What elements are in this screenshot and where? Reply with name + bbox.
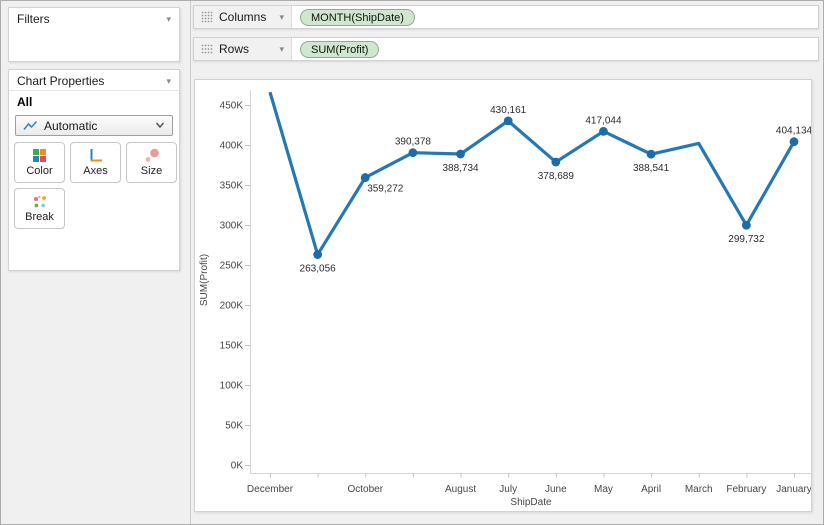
- data-point-label: 378,689: [538, 171, 575, 182]
- scope-label: All: [9, 90, 179, 112]
- chart-properties-title: Chart Properties: [17, 74, 105, 88]
- axes-button-label: Axes: [83, 165, 108, 177]
- y-tick-label: 50K: [225, 421, 243, 432]
- x-tick-label: December: [247, 484, 294, 495]
- x-tick-label: April: [641, 484, 661, 495]
- mark-buttons: Color Axes Size: [9, 136, 179, 235]
- x-axis-title: ShipDate: [510, 497, 552, 508]
- columns-shelf: Columns ▾ MONTH(ShipDate): [193, 5, 819, 29]
- columns-shelf-label-zone: Columns ▾: [194, 6, 292, 28]
- x-tick-label: February: [726, 484, 766, 495]
- columns-shelf-menu-icon[interactable]: ▾: [279, 11, 284, 22]
- chart-properties-panel: Chart Properties ▾ All Automatic: [8, 69, 180, 271]
- break-icon: [33, 195, 46, 207]
- series-line[interactable]: [268, 91, 796, 257]
- x-tick-label: May: [594, 484, 613, 495]
- left-panel: Filters ▾ Chart Properties ▾ All Automat…: [1, 1, 191, 524]
- x-tick-label: March: [685, 484, 713, 495]
- y-axis-title: SUM(Profit): [199, 254, 210, 306]
- rows-icon: [201, 44, 213, 54]
- rows-shelf-label: Rows: [219, 42, 250, 56]
- x-tick-label: January: [776, 484, 811, 495]
- y-tick-label: 400K: [220, 141, 244, 152]
- axes-icon: [90, 149, 102, 162]
- rows-field-pill[interactable]: SUM(Profit): [300, 40, 380, 58]
- y-tick-label: 300K: [220, 221, 244, 232]
- data-point-marker[interactable]: [360, 173, 370, 182]
- color-button-label: Color: [26, 165, 53, 177]
- y-tick-label: 0K: [231, 461, 244, 472]
- y-tick-label: 450K: [220, 101, 244, 112]
- y-tick-label: 150K: [220, 341, 244, 352]
- x-tick-label: June: [545, 484, 567, 495]
- data-point-label: 390,378: [395, 137, 432, 148]
- data-point-label: 404,134: [776, 126, 811, 137]
- rows-shelf-menu-icon[interactable]: ▾: [279, 43, 284, 54]
- columns-field-pill[interactable]: MONTH(ShipDate): [300, 8, 415, 26]
- filters-header[interactable]: Filters ▾: [9, 8, 179, 28]
- size-icon: [145, 148, 159, 162]
- mark-type-dropdown[interactable]: Automatic: [15, 115, 173, 136]
- rows-shelf-label-zone: Rows ▾: [194, 38, 292, 60]
- data-point-label: 359,272: [367, 184, 404, 195]
- collapse-chevron-icon[interactable]: ▾: [166, 75, 171, 86]
- data-point-marker[interactable]: [503, 116, 513, 126]
- columns-icon: [201, 11, 213, 23]
- filters-drop-area[interactable]: [9, 28, 179, 56]
- data-point-label: 388,734: [442, 163, 479, 174]
- chevron-down-icon: [155, 122, 165, 129]
- line-mark-icon: [23, 120, 38, 131]
- break-button[interactable]: Break: [14, 188, 65, 229]
- filters-title: Filters: [17, 12, 50, 26]
- rows-shelf: Rows ▾ SUM(Profit): [193, 37, 819, 61]
- data-point-label: 388,541: [633, 163, 670, 174]
- data-point-marker[interactable]: [741, 220, 751, 230]
- data-point-label: 417,044: [585, 115, 622, 126]
- data-point-marker[interactable]: [789, 137, 799, 147]
- collapse-chevron-icon[interactable]: ▾: [166, 13, 171, 24]
- data-point-marker[interactable]: [551, 157, 561, 167]
- size-button[interactable]: Size: [126, 142, 177, 183]
- data-point-label: 430,161: [490, 105, 527, 116]
- data-point-marker[interactable]: [646, 149, 656, 159]
- data-point-label: 263,056: [300, 264, 337, 275]
- data-point-marker[interactable]: [456, 149, 465, 159]
- chart-card: 0K 50K 100K 150K 200K 250K 300K 350K 400K 450K Dec…: [194, 79, 812, 512]
- data-point-marker[interactable]: [313, 250, 323, 259]
- y-tick-label: 200K: [220, 301, 244, 312]
- filters-panel: Filters ▾: [8, 7, 180, 62]
- x-tick-label: August: [445, 484, 476, 495]
- x-tick-label: July: [499, 484, 517, 495]
- y-tick-label: 100K: [220, 381, 244, 392]
- data-point-marker[interactable]: [408, 148, 418, 158]
- mark-type-value: Automatic: [44, 118, 98, 133]
- x-tick-label: October: [347, 484, 383, 495]
- y-tick-label: 250K: [220, 261, 244, 272]
- y-tick-label: 350K: [220, 181, 244, 192]
- chart-properties-header[interactable]: Chart Properties ▾: [9, 70, 179, 90]
- break-button-label: Break: [25, 210, 54, 223]
- data-point-label: 299,732: [728, 234, 765, 245]
- axes-button[interactable]: Axes: [70, 142, 121, 183]
- line-chart: 0K 50K 100K 150K 200K 250K 300K 350K 400K 450K Dec…: [199, 90, 811, 508]
- data-point-marker[interactable]: [599, 126, 608, 136]
- color-icon: [33, 149, 46, 162]
- size-button-label: Size: [140, 165, 163, 177]
- color-button[interactable]: Color: [14, 142, 65, 183]
- columns-shelf-label: Columns: [219, 10, 267, 24]
